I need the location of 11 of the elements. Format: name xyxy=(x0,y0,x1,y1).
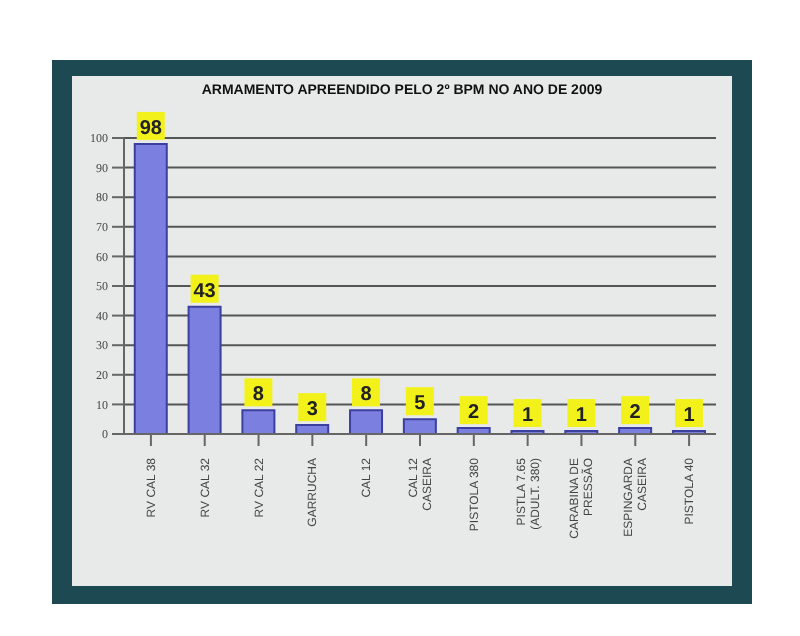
data-label: 2 xyxy=(629,402,642,425)
data-label: 1 xyxy=(521,405,534,428)
data-label: 98 xyxy=(139,117,163,140)
data-label: 1 xyxy=(575,405,588,428)
data-label: 8 xyxy=(360,384,373,407)
data-label: 1 xyxy=(683,405,696,428)
data-label: 2 xyxy=(468,402,481,425)
data-label: 3 xyxy=(306,399,319,422)
data-label: 5 xyxy=(414,393,427,416)
data-label: 43 xyxy=(193,280,217,303)
data-label: 8 xyxy=(252,384,265,407)
